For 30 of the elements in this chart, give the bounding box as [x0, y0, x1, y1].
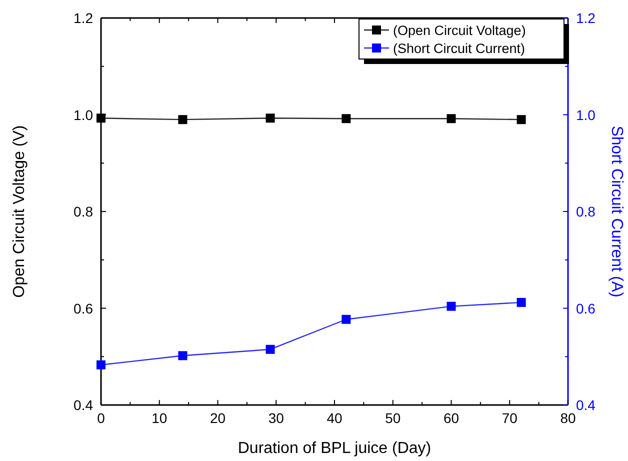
y-axis-title: Open Circuit Voltage (V)	[11, 125, 28, 298]
x-tick-label: 30	[268, 410, 284, 426]
x-tick-label: 80	[560, 410, 576, 426]
y2-tick-label: 0.4	[576, 397, 596, 413]
x-tick-label: 0	[97, 410, 106, 426]
x-tick-label: 70	[502, 410, 518, 426]
point	[96, 360, 106, 370]
y2-tick-label: 0.6	[576, 300, 596, 316]
y2-tick-label: 1.0	[576, 106, 596, 123]
x-tick-label: 10	[152, 410, 168, 426]
legend-label: (Short Circuit Current)	[393, 41, 526, 56]
legend-label: (Open Circuit Voltage)	[393, 23, 526, 38]
x-tick-label: 40	[326, 410, 342, 426]
point	[446, 302, 456, 311]
x-tick-label: 60	[443, 410, 460, 426]
y-tick-label: 1.0	[74, 106, 94, 123]
point	[516, 298, 526, 307]
y2-tick-label: 0.8	[576, 204, 596, 220]
y-tick-label: 0.8	[74, 204, 94, 220]
y2-tick-label: 1.2	[576, 10, 596, 26]
y-tick-label: 0.4	[74, 397, 94, 413]
y-tick-label: 0.6	[74, 300, 94, 316]
point	[178, 351, 188, 360]
point	[342, 314, 351, 324]
x-axis-title: Duration of BPL juice (Day)	[238, 440, 432, 457]
point	[266, 344, 275, 354]
x-tick-label: 50	[385, 410, 401, 426]
x-tick-label: 20	[210, 410, 226, 426]
y-tick-label: 1.2	[74, 10, 94, 26]
y2-axis-title: Short Circuit Current (A)	[608, 126, 625, 298]
